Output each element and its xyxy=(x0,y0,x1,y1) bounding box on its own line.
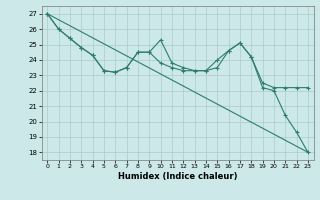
X-axis label: Humidex (Indice chaleur): Humidex (Indice chaleur) xyxy=(118,172,237,181)
